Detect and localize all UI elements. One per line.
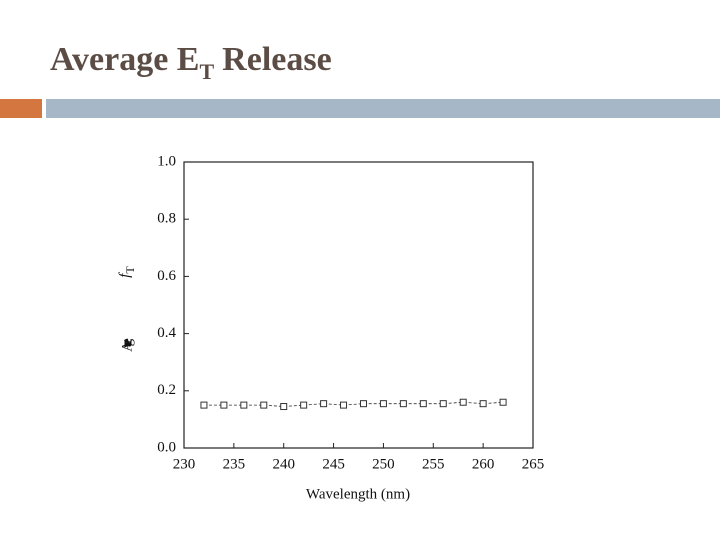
y-axis-extra-label: Average — [119, 338, 135, 352]
y-tick-label: 0.4 — [157, 325, 176, 341]
series-line — [203, 401, 504, 407]
y-axis-label: fT — [117, 266, 136, 278]
data-point — [399, 400, 407, 408]
x-tick-label: 240 — [272, 456, 295, 472]
data-point — [300, 401, 308, 409]
x-tick-label: 250 — [372, 456, 395, 472]
title-rest: Release — [222, 41, 332, 78]
plot-frame — [183, 161, 534, 449]
x-axis-label: Wavelength (nm) — [306, 486, 410, 502]
y-tick-label: 0.8 — [157, 211, 176, 227]
data-point — [320, 400, 328, 408]
data-point — [419, 400, 427, 408]
y-label-main: f — [117, 272, 133, 278]
slide-title: Average ET Release — [50, 41, 332, 84]
x-tick-label: 235 — [223, 456, 246, 472]
title-main: Average E — [50, 41, 199, 78]
data-point — [240, 401, 248, 409]
y-label-subscript: T — [123, 266, 137, 274]
x-tick-label: 265 — [522, 456, 545, 472]
data-point — [479, 400, 487, 408]
x-tick-label: 255 — [422, 456, 445, 472]
data-point — [200, 401, 208, 409]
header-bar — [46, 99, 720, 118]
x-tick-label: 260 — [472, 456, 495, 472]
y-tick-label: 0.6 — [157, 268, 176, 284]
data-point — [260, 401, 268, 409]
accent-block — [0, 99, 42, 118]
y-tick-label: 0.0 — [157, 439, 176, 455]
y-tick-label: 0.2 — [157, 382, 176, 398]
x-tick-label: 230 — [173, 456, 196, 472]
data-point — [499, 398, 507, 406]
y-tick-label: 1.0 — [157, 153, 176, 169]
data-point — [459, 398, 467, 406]
data-point — [359, 400, 367, 408]
data-point — [379, 400, 387, 408]
data-point — [220, 401, 228, 409]
data-point — [439, 400, 447, 408]
data-point — [280, 403, 288, 411]
x-tick-label: 245 — [322, 456, 345, 472]
title-subscript: T — [199, 59, 214, 84]
data-point — [340, 401, 348, 409]
